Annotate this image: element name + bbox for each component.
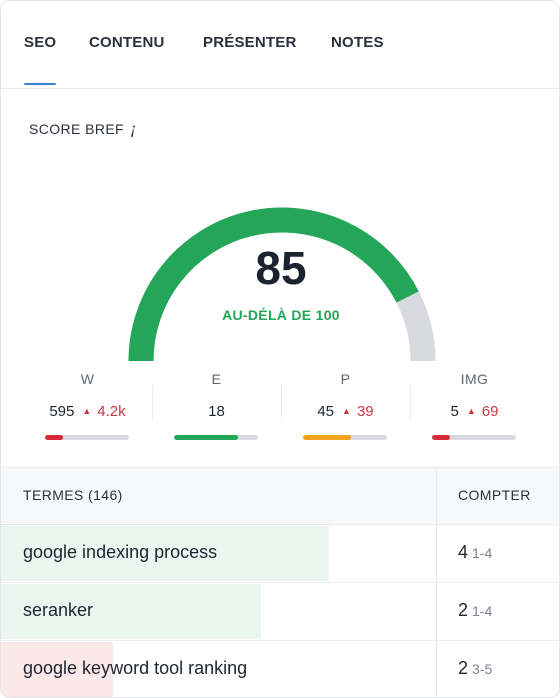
progress-fill: [303, 435, 351, 440]
metric-e: E 18: [152, 367, 281, 447]
metric-value: 18: [208, 403, 225, 420]
term-count: 2: [458, 658, 469, 678]
metric-label: W: [80, 371, 95, 387]
score-title: SCORE BREF: [29, 121, 125, 137]
info-icon[interactable]: ¡: [130, 119, 137, 138]
term-text: google indexing process: [23, 542, 218, 562]
metric-value: 45: [317, 403, 335, 420]
progress-bar: [303, 435, 387, 440]
triangle-up-icon: ▲: [466, 406, 476, 416]
metrics-row: W 595 ▲ 4.2k E 18 P 45 ▲ 39 IMG 5 ▲ 69: [23, 367, 539, 447]
tab-notes[interactable]: NOTES: [331, 34, 384, 51]
metric-value: 5: [450, 403, 459, 420]
row-highlight: [1, 584, 262, 639]
term-range: 1-4: [472, 603, 493, 619]
metric-label: P: [340, 371, 351, 387]
row-highlight: [1, 526, 329, 581]
table-row[interactable]: google indexing process 4 1-4: [1, 525, 559, 583]
metric-value: 595: [49, 403, 75, 420]
terms-table-header: TERMES (146) COMPTER: [1, 467, 559, 525]
tab-presenter[interactable]: PRÉSENTER: [203, 34, 297, 51]
tab-contenu[interactable]: CONTENU: [89, 34, 165, 51]
metric-label: E: [211, 371, 222, 387]
term-range: 1-4: [472, 545, 493, 561]
row-highlight: [1, 642, 113, 697]
score-value: 85: [255, 242, 307, 294]
triangle-up-icon: ▲: [82, 406, 92, 416]
metric-p: P 45 ▲ 39: [281, 367, 410, 447]
terms-column-header[interactable]: TERMES (146): [23, 487, 123, 503]
score-header: SCORE BREF ¡: [29, 121, 136, 137]
term-range: 3-5: [472, 661, 493, 677]
metric-target: 69: [481, 403, 499, 420]
term-text: seranker: [23, 600, 94, 620]
gauge-fill: [128, 207, 419, 362]
progress-bar: [432, 435, 516, 440]
table-row[interactable]: seranker 2 1-4: [1, 583, 559, 641]
table-row[interactable]: google keyword tool ranking 2 3-5: [1, 641, 559, 697]
progress-fill: [45, 435, 64, 440]
gauge-track: [396, 291, 436, 362]
tab-seo[interactable]: SEO: [24, 34, 57, 85]
progress-fill: [432, 435, 451, 440]
term-count: 2: [458, 600, 469, 620]
column-divider: [436, 467, 437, 697]
count-column-header[interactable]: COMPTER: [458, 487, 531, 503]
term-count: 4: [458, 542, 469, 562]
progress-bar: [174, 435, 258, 440]
metric-target: 39: [356, 403, 374, 420]
progress-bar: [45, 435, 129, 440]
progress-fill: [174, 435, 238, 440]
metric-label: IMG: [460, 371, 489, 387]
triangle-up-icon: ▲: [342, 406, 351, 416]
tab-bar: SEO CONTENU PRÉSENTER NOTES: [1, 1, 559, 89]
metric-words: W 595 ▲ 4.2k: [23, 367, 152, 447]
metric-target: 4.2k: [97, 403, 126, 420]
metric-img: IMG 5 ▲ 69: [410, 367, 539, 447]
score-caption: AU-DÉLÀ DE 100: [222, 307, 340, 323]
term-text: google keyword tool ranking: [23, 658, 248, 678]
score-gauge: [128, 207, 436, 362]
